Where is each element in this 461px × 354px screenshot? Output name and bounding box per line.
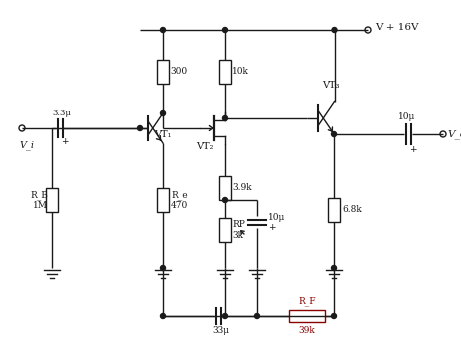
Text: VT₁: VT₁: [154, 130, 171, 139]
Bar: [219, 218, 231, 242]
Text: 6.8k: 6.8k: [342, 206, 362, 215]
Circle shape: [160, 28, 165, 33]
Circle shape: [223, 314, 227, 319]
Circle shape: [160, 110, 165, 115]
Text: RP
3k: RP 3k: [232, 220, 245, 240]
Text: 3.9k: 3.9k: [232, 183, 252, 193]
Text: V + 16V: V + 16V: [375, 23, 419, 33]
Circle shape: [137, 126, 142, 131]
Bar: [46, 188, 58, 212]
Circle shape: [160, 314, 165, 319]
Bar: [289, 310, 325, 322]
Text: +: +: [61, 137, 69, 146]
Circle shape: [223, 28, 227, 33]
Circle shape: [331, 314, 337, 319]
Text: R_F: R_F: [298, 296, 316, 306]
Text: 33μ: 33μ: [212, 326, 229, 335]
Circle shape: [254, 314, 260, 319]
Text: 39k: 39k: [299, 326, 315, 335]
Bar: [157, 188, 169, 212]
Bar: [328, 198, 340, 222]
Circle shape: [223, 198, 227, 202]
Text: 10μ: 10μ: [268, 212, 285, 222]
Bar: [219, 176, 231, 200]
Circle shape: [331, 266, 337, 270]
Text: VT₂: VT₂: [196, 142, 213, 151]
Circle shape: [332, 28, 337, 33]
Text: 10μ: 10μ: [398, 112, 415, 121]
Text: R_B
1M: R_B 1M: [30, 190, 48, 210]
Text: 3.3μ: 3.3μ: [52, 109, 71, 117]
Circle shape: [331, 131, 337, 137]
Circle shape: [223, 115, 227, 120]
Text: +: +: [268, 223, 276, 232]
Text: 300: 300: [170, 68, 187, 76]
Text: V_o: V_o: [447, 129, 461, 139]
Circle shape: [160, 266, 165, 270]
Text: 10k: 10k: [232, 68, 249, 76]
Bar: [219, 60, 231, 84]
Text: V_i: V_i: [19, 140, 34, 150]
Text: R_e
470: R_e 470: [171, 190, 188, 210]
Text: VT₃: VT₃: [322, 81, 339, 90]
Text: +: +: [409, 145, 416, 154]
Bar: [157, 60, 169, 84]
